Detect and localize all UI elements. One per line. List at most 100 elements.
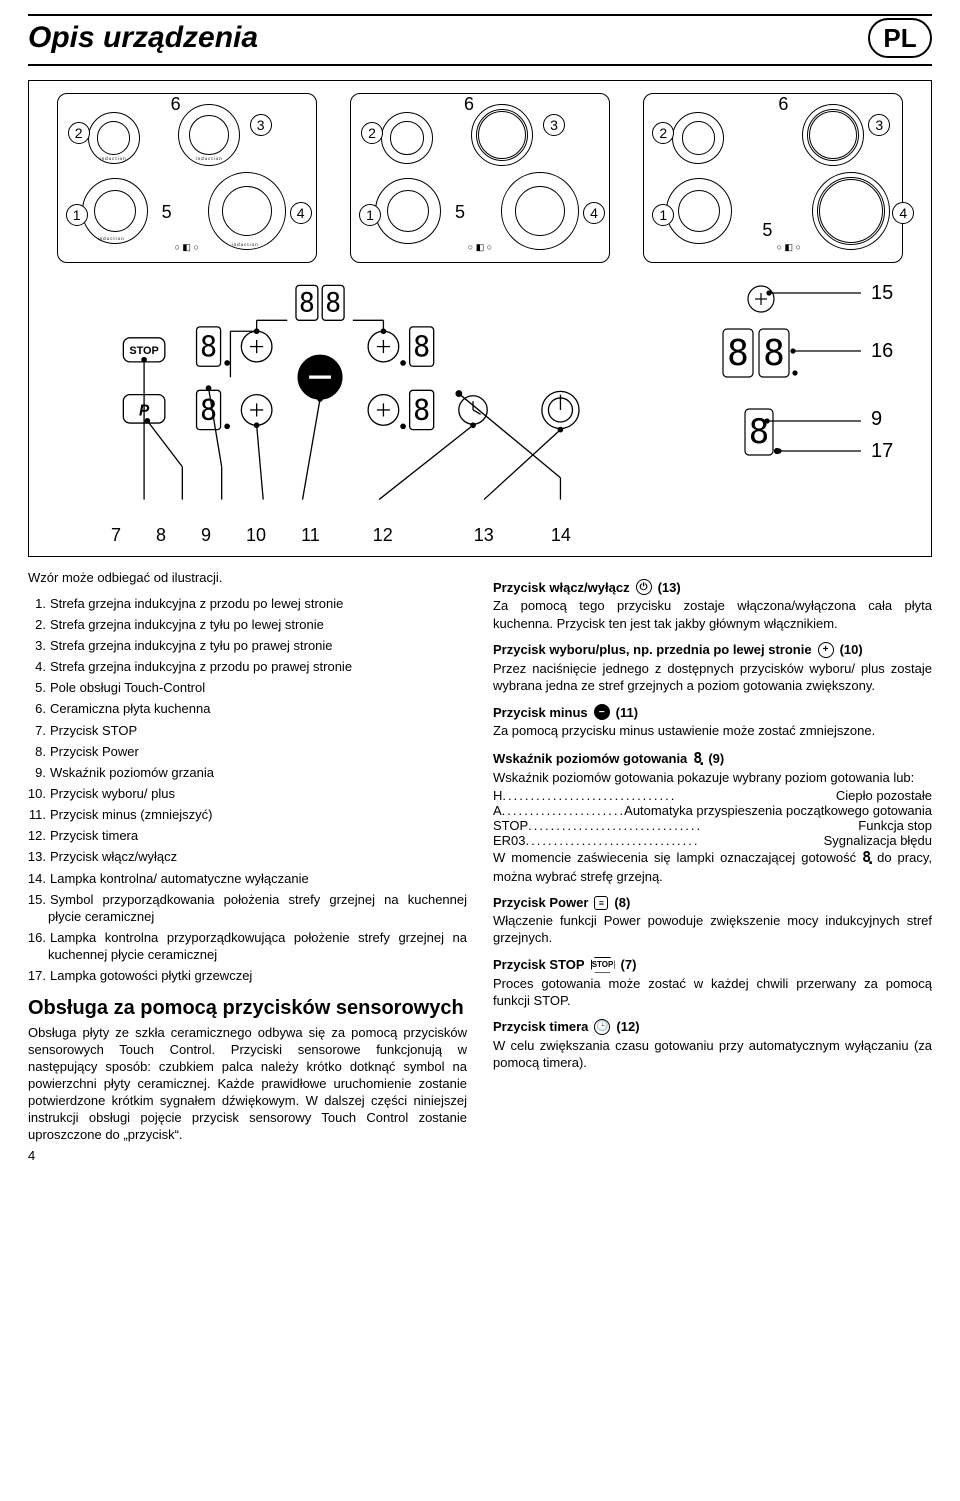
section-stop-head: Przycisk STOP STOP (7)	[493, 957, 932, 973]
callout-12: 12	[373, 525, 393, 546]
callout-2: 2	[361, 122, 383, 144]
power-boost-icon: ≡	[594, 896, 608, 910]
list-item: 7.Przycisk STOP	[28, 720, 467, 741]
callout-3: 3	[250, 114, 272, 136]
callout-3: 3	[868, 114, 890, 136]
section-onoff-head: Przycisk włącz/wyłącz ⏻ (13)	[493, 579, 932, 595]
section-plus-head: Przycisk wyboru/plus, np. przednia po le…	[493, 642, 932, 658]
callout-4: 4	[583, 202, 605, 224]
list-item: 6.Ceramiczna płyta kuchenna	[28, 698, 467, 719]
control-panel-row: STOP P 8 8	[49, 281, 911, 521]
callout-10: 10	[246, 525, 266, 546]
list-item: 11.Przycisk minus (zmniejszyć)	[28, 804, 467, 825]
callout-7: 7	[111, 525, 121, 546]
list-item: 14.Lampka kontrolna/ automatyczne wyłącz…	[28, 868, 467, 889]
callout-8: 8	[156, 525, 166, 546]
callout-6: 6	[171, 94, 181, 115]
svg-text:8: 8	[413, 330, 430, 363]
section-onoff-body: Za pomocą tego przycisku zostaje włączon…	[493, 597, 932, 631]
subsection-paragraph: Obsługa płyty ze szkła ceramicznego odby…	[28, 1024, 467, 1144]
callout-6: 6	[778, 94, 788, 115]
callout-3: 3	[543, 114, 565, 136]
list-item: 8.Przycisk Power	[28, 741, 467, 762]
svg-text:8: 8	[200, 330, 217, 363]
callout-17: 17	[871, 440, 893, 462]
section-minus-body: Za pomocą przycisku minus ustawienie moż…	[493, 722, 932, 739]
callout-6: 6	[464, 94, 474, 115]
section-timer-body: W celu zwiększania czasu gotowaniu przy …	[493, 1037, 932, 1071]
callout-4: 4	[892, 202, 914, 224]
callout-14: 14	[551, 525, 571, 546]
stop-icon: STOP	[591, 957, 615, 973]
section-plus-body: Przez naciśnięcie jednego z dostępnych p…	[493, 660, 932, 694]
language-badge: PL	[868, 18, 932, 58]
svg-text:STOP: STOP	[129, 345, 159, 357]
control-dots: ○ ◧ ○	[455, 240, 505, 254]
power-icon: ⏻	[636, 579, 652, 595]
callout-4: 4	[290, 202, 312, 224]
hob-variant-2: 2 3 1 4 6 5 ○ ◧ ○	[350, 93, 610, 263]
callout-11: 11	[301, 525, 320, 546]
section-timer-head: Przycisk timera 🕒 (12)	[493, 1019, 932, 1035]
section-power-body: Włączenie funkcji Power powoduje zwiększ…	[493, 912, 932, 946]
list-item: 2.Strefa grzejna indukcyjna z tyłu po le…	[28, 614, 467, 635]
left-column: Wzór może odbiegać od ilustracji. 1.Stre…	[28, 569, 467, 1143]
page-number: 4	[28, 1148, 932, 1163]
callout-16: 16	[871, 340, 893, 362]
hob-variant-1: 2 3 1 4 6 5 ○ ◧ ○ induction induction in…	[57, 93, 317, 263]
list-item: 12.Przycisk timera	[28, 825, 467, 846]
callout-1: 1	[359, 204, 381, 226]
callout-9: 9	[201, 525, 211, 546]
side-display-diagram: 8 8 8 15 16 9 17	[701, 281, 911, 501]
legend-list: 1.Strefa grzejna indukcyjna z przodu po …	[28, 593, 467, 987]
svg-text:8: 8	[763, 333, 785, 374]
minus-icon: −	[594, 704, 610, 720]
right-column: Przycisk włącz/wyłącz ⏻ (13) Za pomocą t…	[493, 569, 932, 1143]
callout-5: 5	[162, 202, 172, 223]
callout-13: 13	[474, 525, 494, 546]
callout-15: 15	[871, 282, 893, 304]
section-level-body: Wskaźnik poziomów gotowania pokazuje wyb…	[493, 769, 932, 885]
hob-row: 2 3 1 4 6 5 ○ ◧ ○ induction induction in…	[49, 93, 911, 263]
callout-9: 9	[871, 408, 882, 430]
svg-text:8: 8	[727, 333, 749, 374]
svg-text:8: 8	[299, 289, 315, 319]
section-minus-head: Przycisk minus − (11)	[493, 704, 932, 720]
page-header: Opis urządzenia PL	[28, 14, 932, 66]
callout-2: 2	[652, 122, 674, 144]
list-item: 5.Pole obsługi Touch-Control	[28, 677, 467, 698]
list-item: 9.Wskaźnik poziomów grzania	[28, 762, 467, 783]
callout-2: 2	[68, 122, 90, 144]
control-panel-diagram: STOP P 8 8	[49, 281, 661, 521]
list-item: 15.Symbol przyporządkowania położenia st…	[28, 889, 467, 927]
svg-text:8: 8	[749, 412, 769, 452]
dl-row: STOPFunkcja stop	[493, 818, 932, 833]
clock-icon: 🕒	[594, 1019, 610, 1035]
segment-icon: 8	[693, 749, 702, 767]
list-item: 1.Strefa grzejna indukcyjna z przodu po …	[28, 593, 467, 614]
dl-row: AAutomatyka przyspieszenia początkowego …	[493, 803, 932, 818]
svg-text:8: 8	[325, 289, 341, 319]
list-item: 3.Strefa grzejna indukcyjna z tyłu po pr…	[28, 635, 467, 656]
panel-callout-numbers: 7 8 9 10 11 12 13 14	[111, 525, 911, 546]
hob-variant-3: 2 3 1 4 6 5 ○ ◧ ○	[643, 93, 903, 263]
plus-icon: +	[818, 642, 834, 658]
list-item: 17.Lampka gotowości płytki grzewczej	[28, 965, 467, 986]
section-level-head: Wskaźnik poziomów gotowania 8 (9)	[493, 749, 932, 767]
page-title: Opis urządzenia	[28, 21, 258, 55]
section-stop-body: Proces gotowania może zostać w każdej ch…	[493, 975, 932, 1009]
dl-row: HCiepło pozostałe	[493, 788, 932, 803]
callout-5: 5	[762, 220, 772, 241]
svg-text:8: 8	[413, 394, 430, 427]
callout-5: 5	[455, 202, 465, 223]
dl-row: ER03Sygnalizacja błędu	[493, 833, 932, 848]
list-item: 4.Strefa grzejna indukcyjna z przodu po …	[28, 656, 467, 677]
text-columns: Wzór może odbiegać od ilustracji. 1.Stre…	[28, 569, 932, 1143]
list-item: 13.Przycisk włącz/wyłącz	[28, 846, 467, 867]
callout-1: 1	[66, 204, 88, 226]
device-diagram: 2 3 1 4 6 5 ○ ◧ ○ induction induction in…	[28, 80, 932, 557]
control-dots: ○ ◧ ○	[764, 240, 814, 254]
list-item: 10.Przycisk wyboru/ plus	[28, 783, 467, 804]
segment-ready-icon: 8	[862, 848, 871, 868]
diagram-caption: Wzór może odbiegać od ilustracji.	[28, 569, 467, 586]
